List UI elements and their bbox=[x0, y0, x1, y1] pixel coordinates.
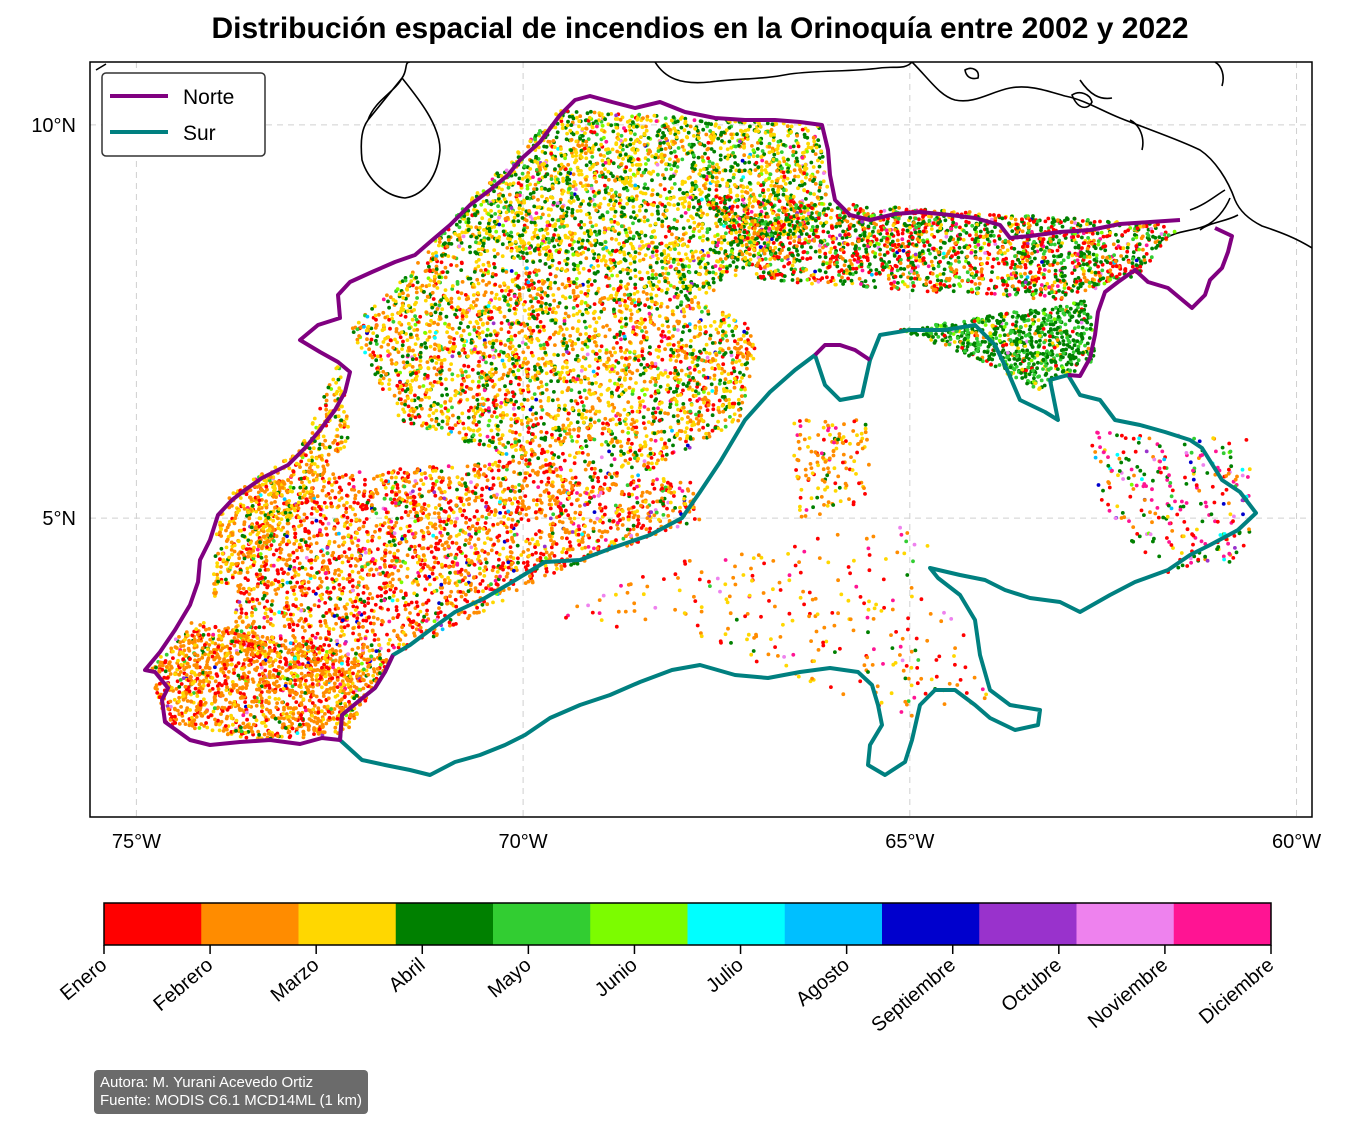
colorbar-label-enero: Enero bbox=[56, 954, 111, 1005]
map-title: Distribución espacial de incendios en la… bbox=[211, 12, 1189, 45]
colorbar-label-junio: Junio bbox=[591, 954, 642, 1002]
colorbar-swatch-agosto bbox=[784, 903, 883, 945]
axis-ticks: 75°W 70°W 65°W 60°W 10°N 5°N bbox=[31, 115, 1321, 853]
colorbar-swatches bbox=[104, 903, 1272, 945]
coastline-trinidad-margarita bbox=[95, 62, 441, 199]
colorbar-label-agosto: Agosto bbox=[792, 954, 854, 1011]
colorbar-label-febrero: Febrero bbox=[150, 954, 218, 1016]
colorbar-label-abril: Abril bbox=[385, 954, 430, 997]
colorbar-swatch-febrero bbox=[201, 903, 299, 945]
colorbar-label-septiembre: Septiembre bbox=[867, 954, 959, 1037]
colorbar-label-octubre: Octubre bbox=[997, 954, 1066, 1017]
colorbar-label-julio: Julio bbox=[702, 954, 748, 997]
legend-label-sur: Sur bbox=[183, 122, 216, 145]
colorbar-swatch-julio bbox=[687, 903, 786, 945]
colorbar-swatch-marzo bbox=[298, 903, 397, 945]
colorbar-swatch-enero bbox=[104, 903, 202, 945]
legend-label-norte: Norte bbox=[183, 86, 234, 109]
colorbar-labels: Enero Febrero Marzo Abril Mayo Junio Julio Agos… bbox=[56, 945, 1278, 1037]
y-tick-label: 10°N bbox=[31, 115, 76, 137]
coastline-delta bbox=[1079, 79, 1239, 243]
region-outline-sur bbox=[338, 323, 1258, 777]
colorbar-swatch-septiembre bbox=[882, 903, 980, 945]
y-tick-label: 5°N bbox=[42, 508, 76, 530]
fire-points bbox=[150, 108, 1252, 741]
colorbar-swatch-junio bbox=[590, 903, 688, 945]
colorbar-swatch-noviembre bbox=[1076, 903, 1175, 945]
colorbar-frame bbox=[103, 902, 1272, 946]
legend: Norte Sur bbox=[101, 72, 266, 157]
region-outline-norte bbox=[143, 94, 1234, 747]
x-tick-label: 70°W bbox=[499, 831, 548, 853]
source-credit: Fuente: MODIS C6.1 MCD14ML (1 km) bbox=[100, 1092, 363, 1109]
colorbar-swatch-octubre bbox=[979, 903, 1077, 945]
x-tick-label: 65°W bbox=[885, 831, 934, 853]
coastline bbox=[95, 62, 1312, 249]
x-tick-label: 75°W bbox=[112, 831, 161, 853]
colorbar-swatch-diciembre bbox=[1173, 903, 1272, 945]
coastline-gulf bbox=[654, 62, 913, 84]
gridlines bbox=[90, 62, 1312, 817]
coastline-islands bbox=[964, 62, 1224, 109]
x-tick-label: 60°W bbox=[1272, 831, 1321, 853]
colorbar-swatch-abril bbox=[395, 903, 494, 945]
colorbar-label-mayo: Mayo bbox=[484, 954, 536, 1002]
author-credit: Autora: M. Yurani Acevedo Ortiz bbox=[100, 1074, 314, 1091]
colorbar-label-marzo: Marzo bbox=[267, 954, 324, 1007]
coastline-east bbox=[911, 62, 1312, 249]
legend-box bbox=[101, 72, 266, 157]
map-frame bbox=[89, 61, 1313, 818]
colorbar-label-diciembre: Diciembre bbox=[1195, 954, 1278, 1029]
credits-box: Autora: M. Yurani Acevedo Ortiz Fuente: … bbox=[94, 1070, 369, 1114]
fire-distribution-map: 75°W 70°W 65°W 60°W 10°N 5°N Norte Sur bbox=[31, 61, 1321, 853]
colorbar-label-noviembre: Noviembre bbox=[1084, 954, 1172, 1033]
colorbar-swatch-mayo bbox=[493, 903, 591, 945]
